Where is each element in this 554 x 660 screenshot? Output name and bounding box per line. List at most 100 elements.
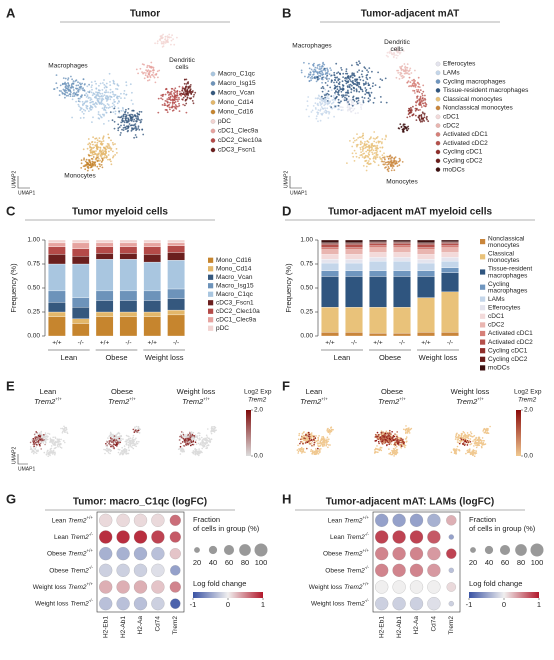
umap-point: [416, 81, 419, 84]
umap-point: [201, 439, 204, 442]
umap-point: [62, 77, 65, 79]
umap-point: [310, 450, 312, 453]
umap-point: [173, 89, 176, 92]
bar-segment: [95, 242, 114, 247]
label-gene: Trem2: [344, 550, 363, 557]
umap-point: [59, 446, 62, 449]
umap-point: [329, 86, 332, 89]
umap-point: [57, 443, 59, 446]
umap-point: [315, 448, 317, 450]
panel-letter: C: [6, 203, 16, 218]
umap-point: [185, 98, 188, 101]
bar-segment: [345, 247, 363, 250]
umap-point: [45, 438, 48, 441]
umap-point: [156, 42, 159, 45]
umap-point: [362, 148, 364, 151]
umap-point: [393, 455, 395, 457]
expr-point: [312, 438, 315, 441]
umap-point: [417, 85, 420, 88]
umap-point: [193, 93, 196, 96]
umap-point: [408, 112, 411, 114]
umap-point: [319, 98, 321, 101]
umap-point: [176, 105, 179, 108]
umap-point: [414, 69, 416, 72]
umap-point: [365, 169, 368, 172]
expr-point: [314, 437, 317, 439]
umap-point: [120, 109, 123, 112]
expr-point: [397, 444, 400, 446]
umap-axis: [17, 176, 30, 189]
panel-title: Tumor-adjacent mAT: [361, 9, 460, 20]
bar-segment: [72, 323, 90, 337]
umap-point: [109, 111, 112, 114]
umap-point: [89, 101, 91, 104]
expr-point: [182, 433, 185, 436]
umap-point: [118, 100, 120, 103]
expr-point: [383, 436, 385, 438]
umap-point: [321, 81, 323, 84]
umap-point: [47, 455, 49, 458]
umap-point: [367, 141, 370, 144]
umap-point: [341, 96, 344, 98]
umap-point: [101, 166, 104, 169]
umap-point: [398, 127, 401, 130]
umap-point: [355, 84, 358, 87]
umap-point: [44, 433, 47, 436]
umap-point: [54, 441, 56, 444]
umap-point: [311, 434, 313, 437]
bar-segment: [369, 252, 387, 258]
umap-point: [114, 105, 116, 108]
label-genotype: +/+: [55, 397, 62, 402]
umap-point: [314, 70, 317, 73]
x-tick-label: +/+: [421, 340, 431, 347]
expr-point: [400, 439, 403, 442]
umap-point: [372, 160, 375, 163]
expr-point: [389, 429, 391, 432]
bar-segment: [72, 318, 90, 324]
umap-point: [379, 156, 381, 159]
umap-point: [352, 137, 355, 140]
umap-point: [67, 82, 69, 84]
umap-point: [473, 449, 475, 452]
umap-point: [321, 78, 324, 81]
umap-point: [326, 78, 328, 80]
umap-point: [212, 426, 214, 428]
umap-point: [367, 84, 370, 86]
umap-point: [464, 437, 466, 440]
expr-point: [189, 442, 192, 444]
umap-point: [72, 89, 75, 91]
expr-point: [388, 443, 391, 446]
label-gene: Trem2: [70, 600, 89, 607]
umap-point: [411, 82, 414, 85]
umap-point: [396, 165, 399, 168]
umap-point: [95, 153, 98, 156]
expr-point: [113, 435, 116, 437]
umap-point: [60, 90, 62, 92]
umap-point: [352, 98, 355, 101]
umap-point: [416, 107, 418, 110]
umap-point: [92, 143, 94, 146]
umap-point: [393, 48, 396, 51]
umap-point: [171, 34, 174, 37]
umap-point: [101, 153, 104, 156]
umap-point: [316, 67, 319, 69]
umap-point: [125, 440, 128, 443]
umap-point: [357, 99, 360, 102]
label-genotype: +/+: [477, 397, 484, 402]
umap-point: [413, 90, 416, 92]
expr-point: [193, 436, 196, 438]
umap-point: [317, 104, 320, 107]
umap-point: [376, 156, 379, 159]
umap-point: [135, 443, 137, 446]
umap-point: [112, 111, 115, 113]
umap-point: [375, 141, 378, 144]
umap-point: [132, 128, 135, 131]
expr-point: [180, 435, 183, 437]
dot: [375, 547, 389, 561]
umap-point: [176, 94, 179, 97]
umap-point: [477, 438, 479, 441]
umap-point: [100, 95, 103, 97]
umap-point: [374, 451, 377, 454]
umap-point: [169, 91, 172, 94]
expr-point: [311, 445, 313, 447]
